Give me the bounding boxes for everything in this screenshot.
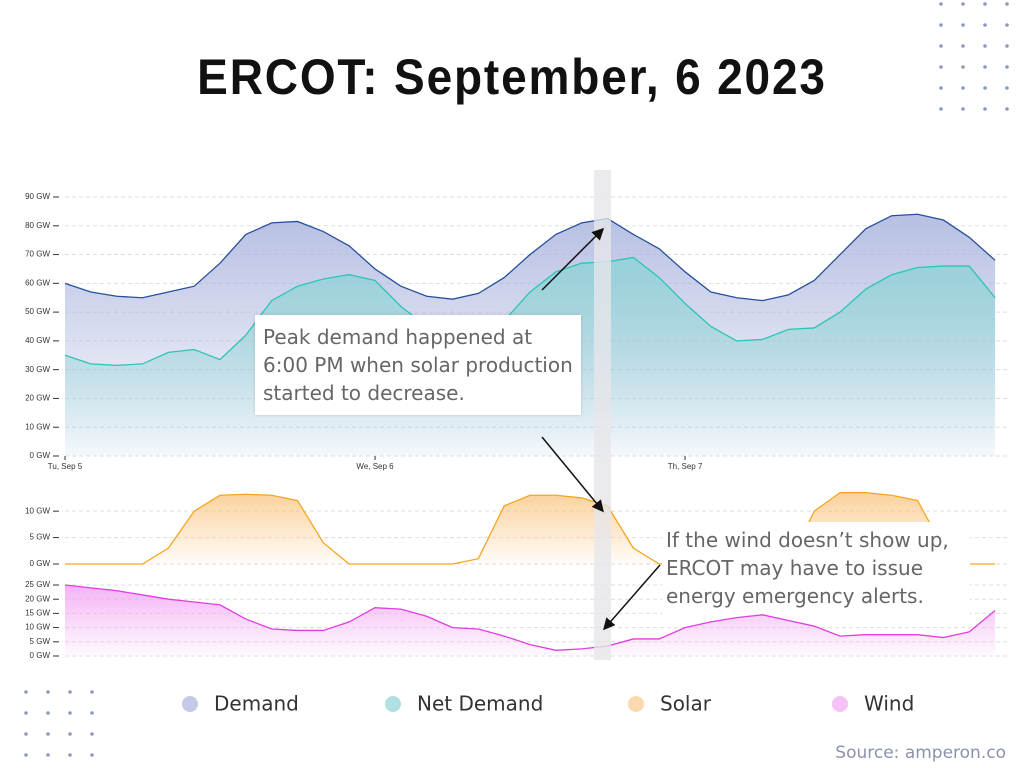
line <box>64 584 996 651</box>
y-tick-label: 60 GW <box>25 278 50 287</box>
line <box>65 491 996 565</box>
y-tick-label: 0 GW <box>30 651 51 660</box>
line <box>64 213 996 302</box>
x-tick-label: We, Sep 6 <box>356 462 394 471</box>
legend-marker <box>832 696 848 712</box>
area <box>65 585 996 656</box>
legend-marker <box>628 696 644 712</box>
legend-label: Wind <box>864 692 914 716</box>
y-tick-label: 30 GW <box>25 365 50 374</box>
y-tick-label: 10 GW <box>25 506 50 515</box>
legend-marker <box>385 696 401 712</box>
source: Source: amperon.co <box>835 743 1006 763</box>
y-tick-label: 0 GW <box>30 559 51 568</box>
y-tick-label: 15 GW <box>25 609 50 618</box>
legend-label: Net Demand <box>417 692 543 716</box>
y-tick-label: 10 GW <box>25 623 50 632</box>
y-tick-label: 90 GW <box>25 192 50 201</box>
y-tick-label: 5 GW <box>30 637 51 646</box>
y-tick-label: 25 GW <box>25 580 50 589</box>
x-tick-label: Tu, Sep 5 <box>48 462 83 471</box>
y-tick-label: 40 GW <box>25 336 50 345</box>
legend-label: Solar <box>660 692 712 716</box>
line <box>64 256 996 367</box>
legend-label: Demand <box>214 692 299 716</box>
y-tick-label: 70 GW <box>25 250 50 259</box>
x-tick-label: Th, Sep 7 <box>668 462 703 471</box>
y-tick-label: 0 GW <box>30 451 51 460</box>
y-tick-label: 5 GW <box>30 533 51 542</box>
annotation: If the wind doesn’t show up, ERCOT may h… <box>662 522 970 614</box>
legend-marker <box>182 696 198 712</box>
y-tick-label: 80 GW <box>25 221 50 230</box>
y-tick-label: 20 GW <box>25 394 50 403</box>
y-tick-label: 50 GW <box>25 307 50 316</box>
y-tick-label: 10 GW <box>25 422 50 431</box>
title: ERCOT: September, 6 2023 <box>197 49 827 105</box>
highlight-band <box>594 170 611 660</box>
area <box>65 492 996 564</box>
y-tick-label: 20 GW <box>25 594 50 603</box>
annotation: Peak demand happened at 6:00 PM when sol… <box>255 315 581 415</box>
